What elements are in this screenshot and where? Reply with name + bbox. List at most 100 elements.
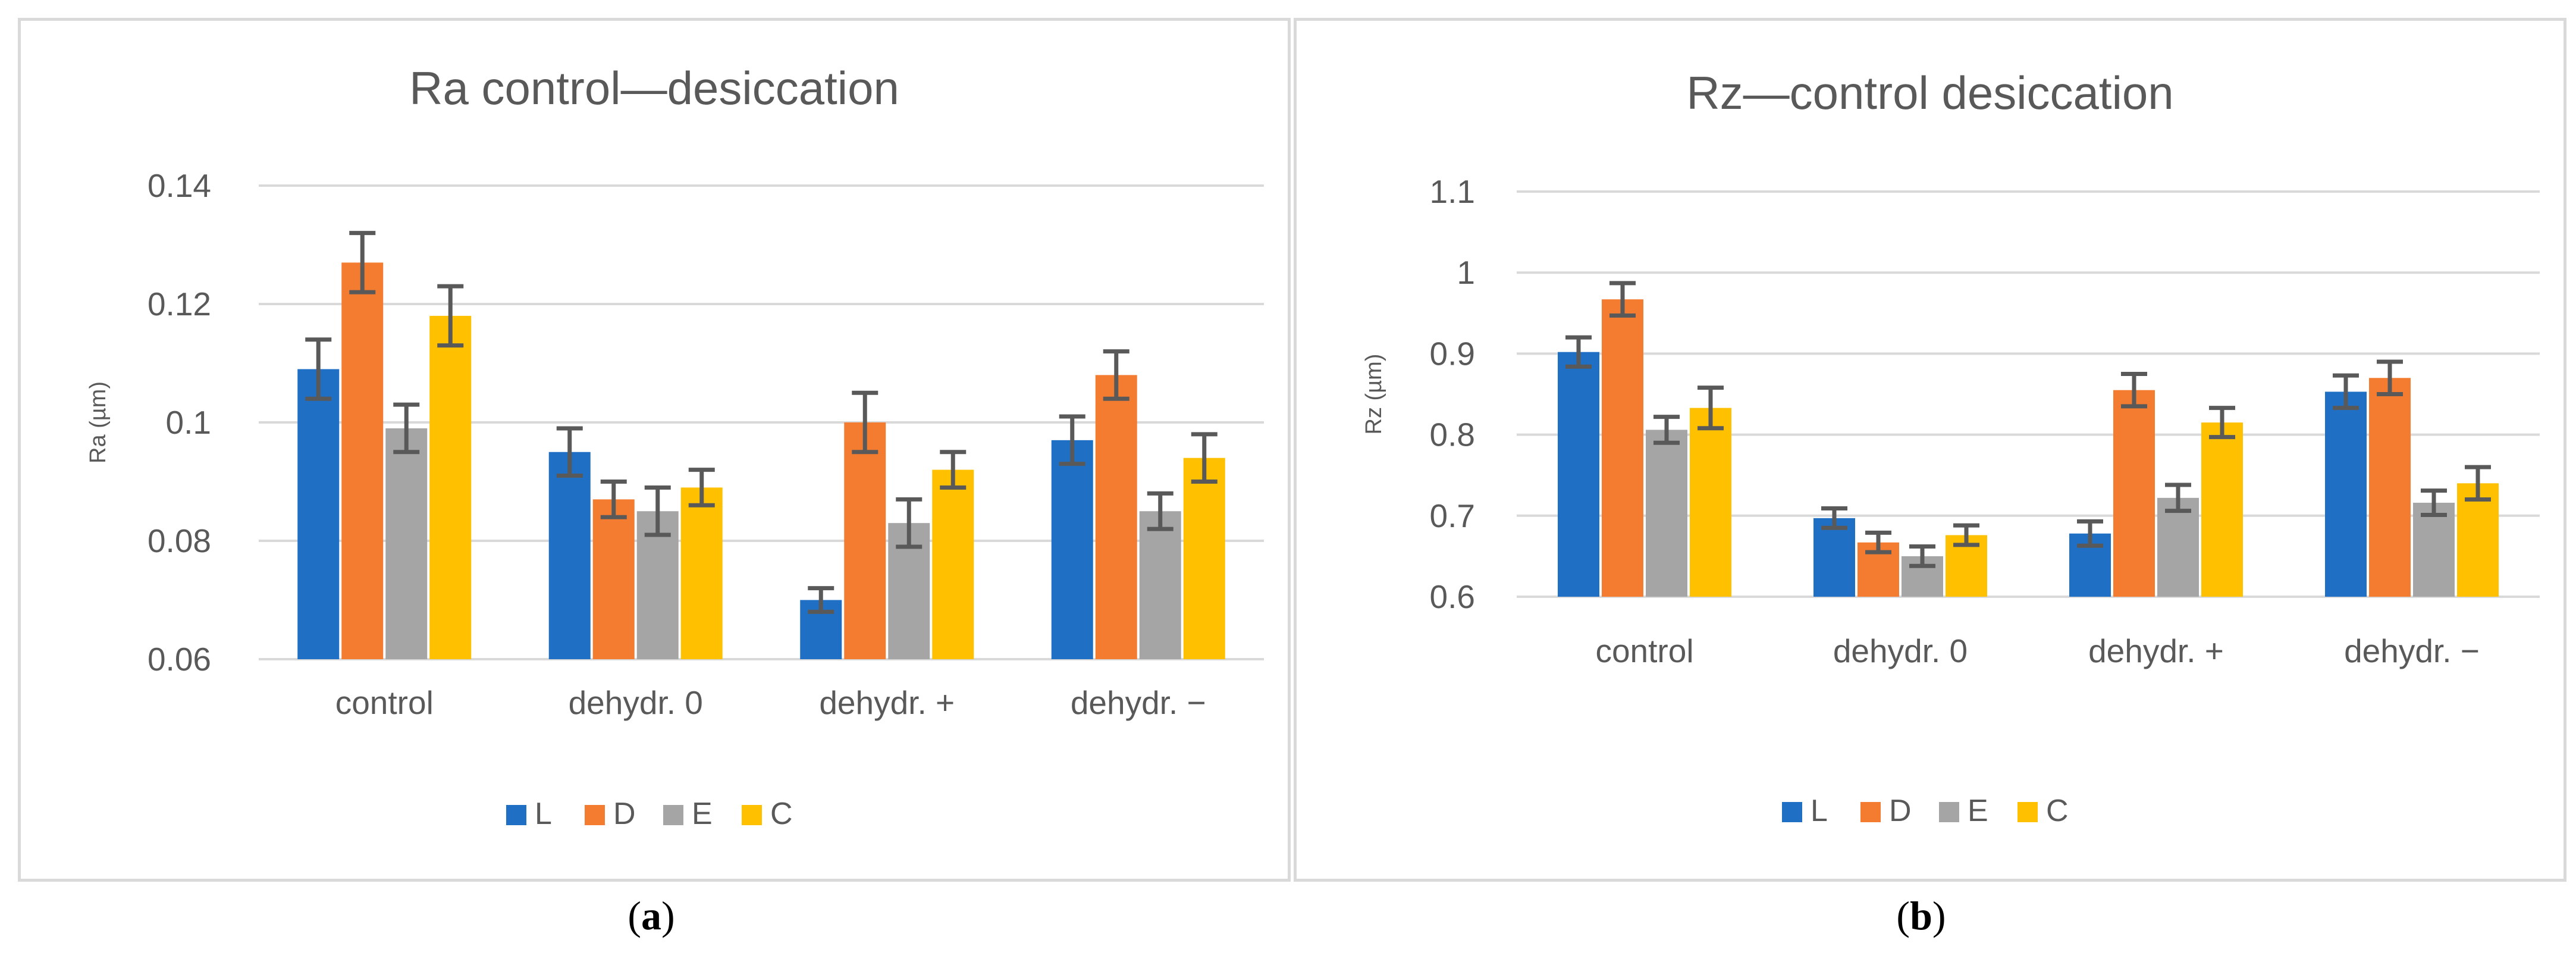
legend-label: L: [1811, 794, 1828, 828]
error-bar: [1909, 544, 1935, 568]
legend-label: D: [1889, 794, 1912, 828]
bar-c-3: [932, 469, 974, 659]
error-bar: [1953, 523, 1979, 547]
bar-e-3: [2157, 497, 2199, 597]
y-tick-label: 0.08: [148, 522, 211, 559]
y-tick-label: 0.9: [1430, 335, 1475, 372]
bar-e-1: [385, 428, 428, 659]
caption-a: (a): [627, 893, 675, 938]
error-bar: [896, 497, 923, 549]
error-bar: [1653, 415, 1680, 445]
error-bar: [437, 284, 464, 348]
legend-swatch-l: [506, 805, 526, 825]
error-bar: [852, 390, 878, 455]
error-bar: [1821, 506, 1847, 530]
x-tick-label: dehydr. −: [2344, 632, 2480, 669]
ra-chart: Ra control—desiccation 0.06 0.08 0.1 0.12 0.1…: [86, 62, 1264, 831]
error-bar: [1565, 335, 1592, 369]
bar-l-1: [1558, 352, 1599, 597]
chart-title: Ra control—desiccation: [409, 62, 899, 114]
error-bar: [1698, 386, 1724, 431]
x-tick-label: dehydr. −: [1071, 684, 1206, 721]
bar-c-3: [2201, 422, 2243, 597]
error-bar: [2209, 406, 2235, 440]
error-bar: [688, 468, 715, 507]
bar-e-1: [1646, 430, 1687, 597]
error-bar: [808, 586, 834, 614]
bar-d-3: [2113, 390, 2155, 597]
bar-l-2: [548, 452, 591, 659]
error-bar: [2121, 371, 2147, 409]
error-bar: [2077, 519, 2103, 548]
error-bar: [1865, 530, 1891, 554]
y-tick-label: 0.1: [166, 404, 211, 441]
error-bar: [644, 485, 671, 537]
error-bar: [940, 450, 967, 490]
caption-b: (b): [1896, 893, 1946, 938]
x-tick-label: control: [1595, 632, 1693, 669]
y-tick-label: 0.8: [1430, 416, 1475, 453]
y-tick-label: 0.12: [148, 286, 211, 322]
legend-label: L: [535, 797, 552, 831]
bar-d-3: [844, 422, 886, 659]
y-tick-label: 1.1: [1430, 173, 1475, 210]
error-bar: [600, 480, 627, 519]
y-tick-label: 1: [1457, 254, 1475, 291]
legend-swatch-d: [585, 805, 605, 825]
bar-e-4: [2413, 503, 2455, 597]
error-bar: [305, 337, 332, 401]
legend-swatch-e: [1939, 802, 1959, 822]
error-bar: [349, 231, 376, 294]
y-axis-label: Rz (µm): [1361, 354, 1386, 435]
x-tick-label: dehydr. +: [2088, 632, 2224, 669]
y-tick-label: 0.7: [1430, 497, 1475, 534]
bar-c-4: [1183, 458, 1225, 659]
bar-l-1: [297, 369, 340, 659]
legend-label: D: [613, 797, 636, 831]
error-bar: [1609, 281, 1636, 318]
bar-e-4: [1139, 511, 1181, 659]
y-tick-label: 0.14: [148, 167, 211, 204]
error-bar: [1059, 414, 1085, 466]
error-bar: [2377, 359, 2403, 396]
x-tick-label: dehydr. 0: [569, 684, 703, 721]
bar-d-1: [1602, 299, 1643, 597]
bar-d-2: [592, 499, 635, 659]
bar-c-1: [1690, 408, 1731, 597]
legend-swatch-d: [1860, 802, 1881, 822]
bar-d-1: [341, 262, 384, 660]
y-tick-label: 0.6: [1430, 578, 1475, 615]
rz-chart: Rz—control desiccation 0.6 0.7 0.8 0.9 1 1.1 Rz…: [1361, 67, 2540, 828]
y-axis-label: Ra (µm): [86, 381, 111, 463]
bar-l-4: [2325, 391, 2367, 597]
y-tick-label: 0.06: [148, 641, 211, 678]
chart-title: Rz—control desiccation: [1686, 67, 2173, 119]
x-tick-label: control: [335, 684, 434, 721]
bar-l-4: [1051, 440, 1093, 659]
legend-label: E: [1968, 794, 1988, 828]
bar-c-1: [429, 315, 472, 659]
legend-swatch-c: [742, 805, 762, 825]
chart-panel-a: Ra control—desiccation 0.06 0.08 0.1 0.12 0.1…: [18, 18, 1291, 882]
bar-d-4: [2369, 378, 2411, 597]
legend-label: C: [770, 797, 793, 831]
error-bar: [2421, 488, 2447, 517]
error-bar: [393, 402, 420, 455]
x-tick-label: dehydr. 0: [1833, 632, 1968, 669]
chart-panel-b: Rz—control desiccation 0.6 0.7 0.8 0.9 1 1.1 Rz…: [1294, 18, 2566, 882]
bar-c-4: [2457, 483, 2499, 597]
x-tick-label: dehydr. +: [819, 684, 955, 721]
error-bar: [2165, 482, 2191, 513]
bar-l-2: [1813, 518, 1855, 597]
bar-c-2: [680, 487, 723, 659]
error-bar: [1147, 491, 1174, 531]
error-bar: [556, 426, 583, 478]
legend-swatch-c: [2017, 802, 2038, 822]
error-bar: [1191, 432, 1218, 484]
error-bar: [2333, 373, 2359, 411]
legend-label: C: [2046, 794, 2069, 828]
legend-swatch-e: [663, 805, 683, 825]
legend-swatch-l: [1782, 802, 1802, 822]
bar-d-4: [1095, 375, 1137, 659]
error-bar: [2465, 465, 2491, 502]
